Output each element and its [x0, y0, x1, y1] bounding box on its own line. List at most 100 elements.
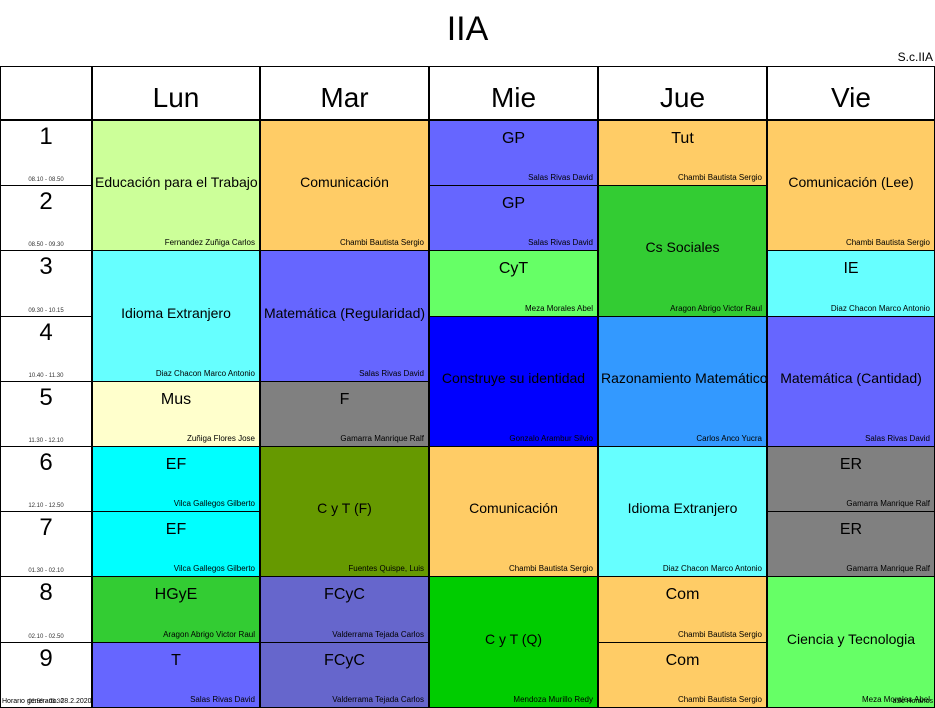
lesson-cell[interactable]: Mus Zuñiga Flores Jose: [92, 380, 260, 447]
lesson-teacher: Aragon Abrigo Victor Raul: [670, 303, 762, 313]
lesson-cell[interactable]: Idioma Extranjero Diaz Chacon Marco Anton…: [92, 250, 260, 382]
lesson-subject: Matemática (Regularidad): [263, 304, 426, 321]
lesson-teacher: Gamarra Manrique Ralf: [846, 499, 930, 509]
lesson-cell[interactable]: Comunicación (Lee) Chambi Bautista Sergio: [767, 120, 935, 252]
lesson-subject: HGyE: [154, 586, 198, 604]
lesson-teacher: Carlos Anco Yucra: [696, 433, 762, 443]
lesson-cell[interactable]: Comunicación Chambi Bautista Sergio: [429, 446, 598, 578]
lesson-subject: Com: [665, 586, 700, 604]
period-number: 9: [39, 644, 53, 672]
lesson-cell[interactable]: Com Chambi Bautista Sergio: [598, 576, 767, 643]
lesson-cell[interactable]: Idioma Extranjero Diaz Chacon Marco Anton…: [598, 446, 767, 578]
period-number: 7: [39, 514, 53, 542]
lesson-cell[interactable]: F Gamarra Manrique Ralf: [260, 380, 429, 447]
period-time: 09.30 - 10.15: [28, 307, 64, 314]
lesson-subject: Idioma Extranjero: [121, 304, 231, 321]
lesson-subject: Matemática (Cantidad): [780, 369, 922, 386]
lesson-cell[interactable]: CyT Meza Morales Abel: [429, 250, 598, 317]
lesson-cell[interactable]: Ciencia y Tecnologia Meza Morales Abel: [767, 576, 935, 708]
period-time: 08.50 - 09.30: [28, 242, 64, 249]
lesson-cell[interactable]: EF Vilca Gallegos Gilberto: [92, 511, 260, 578]
lesson-teacher: Gamarra Manrique Ralf: [846, 564, 930, 574]
lesson-teacher: Salas Rivas David: [528, 173, 593, 183]
lesson-teacher: Salas Rivas David: [865, 433, 930, 443]
lesson-teacher: Mendoza Murillo Redy: [513, 694, 593, 704]
lesson-teacher: Chambi Bautista Sergio: [845, 238, 930, 248]
lesson-teacher: Diaz Chacon Marco Antonio: [155, 368, 255, 378]
period-time: 02.50 - 03.30: [28, 698, 64, 705]
lesson-subject: F: [339, 390, 350, 408]
lesson-subject: CyT: [498, 260, 529, 278]
lesson-cell[interactable]: Com Chambi Bautista Sergio: [598, 641, 767, 708]
lesson-cell[interactable]: Razonamiento Matemático Carlos Anco Yucra: [598, 315, 767, 447]
footer-left: Horario generado: 28.2.2020: [2, 698, 92, 705]
lesson-teacher: Diaz Chacon Marco Antonio: [662, 564, 762, 574]
lesson-subject: Mus: [160, 390, 192, 408]
period-time: 08.10 - 08.50: [28, 177, 64, 184]
lesson-cell[interactable]: Matemática (Regularidad) Salas Rivas Davi…: [260, 250, 429, 382]
lesson-cell[interactable]: Educación para el Trabajo Fernandez Zuñig…: [92, 120, 260, 252]
period-time: 10.40 - 11.30: [28, 372, 64, 379]
lesson-subject: ER: [839, 521, 863, 539]
period-number: 5: [39, 383, 53, 411]
lesson-subject: Razonamiento Matemático: [601, 369, 767, 386]
lesson-subject: C y T (F): [317, 500, 372, 517]
lesson-subject: Comunicación: [469, 500, 558, 517]
lesson-teacher: Diaz Chacon Marco Antonio: [830, 303, 930, 313]
lesson-cell[interactable]: Matemática (Cantidad) Salas Rivas David: [767, 315, 935, 447]
period-cell: 7 01.30 - 02.10: [0, 511, 92, 578]
lesson-cell[interactable]: GP Salas Rivas David: [429, 185, 598, 252]
day-header: Mie: [429, 66, 598, 120]
period-cell: 5 11.30 - 12.10: [0, 380, 92, 447]
lesson-cell[interactable]: HGyE Aragon Abrigo Victor Raul: [92, 576, 260, 643]
lesson-cell[interactable]: C y T (F) Fuentes Quispe, Luis: [260, 446, 429, 578]
lesson-teacher: Vilca Gallegos Gilberto: [173, 564, 255, 574]
period-number: 4: [39, 318, 53, 346]
lesson-subject: Ciencia y Tecnologia: [786, 630, 916, 647]
lesson-cell[interactable]: Comunicación Chambi Bautista Sergio: [260, 120, 429, 252]
day-header: Lun: [92, 66, 260, 120]
lesson-subject: Construye su identidad: [441, 369, 586, 386]
lesson-subject: GP: [501, 195, 526, 213]
lesson-subject: IE: [843, 260, 859, 278]
lesson-subject: EF: [165, 521, 187, 539]
period-time: 01.30 - 02.10: [28, 568, 64, 575]
period-cell: 1 08.10 - 08.50: [0, 120, 92, 187]
lesson-teacher: Meza Morales Abel: [861, 694, 930, 704]
period-time: 02.10 - 02.50: [28, 633, 64, 640]
day-header: Jue: [598, 66, 767, 120]
lesson-cell[interactable]: ER Gamarra Manrique Ralf: [767, 511, 935, 578]
lesson-subject: EF: [165, 456, 187, 473]
lesson-cell[interactable]: EF Vilca Gallegos Gilberto: [92, 446, 260, 513]
period-time: 12.10 - 12.50: [28, 503, 64, 510]
lesson-cell[interactable]: C y T (Q) Mendoza Murillo Redy: [429, 576, 598, 708]
lesson-teacher: Salas Rivas David: [190, 694, 255, 704]
period-cell: 4 10.40 - 11.30: [0, 315, 92, 382]
lesson-cell[interactable]: IE Diaz Chacon Marco Antonio: [767, 250, 935, 317]
lesson-subject: Comunicación (Lee): [788, 174, 914, 191]
lesson-subject: Idioma Extranjero: [627, 500, 738, 517]
lesson-cell[interactable]: FCyC Valderrama Tejada Carlos: [260, 576, 429, 643]
lesson-subject: T: [171, 651, 181, 669]
lesson-subject: Tut: [671, 130, 694, 147]
class-code: S.c.IIA: [897, 50, 933, 64]
lesson-cell[interactable]: GP Salas Rivas David: [429, 120, 598, 187]
lesson-teacher: Vilca Gallegos Gilberto: [173, 499, 255, 509]
lesson-cell[interactable]: ER Gamarra Manrique Ralf: [767, 446, 935, 513]
lesson-subject: ER: [839, 456, 863, 473]
lesson-subject: FCyC: [324, 651, 365, 669]
lesson-teacher: Chambi Bautista Sergio: [677, 629, 762, 639]
lesson-cell[interactable]: Tut Chambi Bautista Sergio: [598, 120, 767, 187]
lesson-subject: Comunicación: [300, 174, 389, 191]
lesson-cell[interactable]: Cs Sociales Aragon Abrigo Victor Raul: [598, 185, 767, 317]
lesson-cell[interactable]: FCyC Valderrama Tejada Carlos: [260, 641, 429, 708]
lesson-cell[interactable]: T Salas Rivas David: [92, 641, 260, 708]
lesson-teacher: Gamarra Manrique Ralf: [340, 433, 424, 443]
lesson-subject: FCyC: [324, 586, 365, 604]
period-cell: 2 08.50 - 09.30: [0, 185, 92, 252]
lesson-teacher: Gonzalo Arambur Silvio: [509, 433, 593, 443]
lesson-cell[interactable]: Construye su identidad Gonzalo Arambur Si…: [429, 315, 598, 447]
day-header: Vie: [767, 66, 935, 120]
period-cell: 8 02.10 - 02.50: [0, 576, 92, 643]
lesson-teacher: Chambi Bautista Sergio: [339, 238, 424, 248]
